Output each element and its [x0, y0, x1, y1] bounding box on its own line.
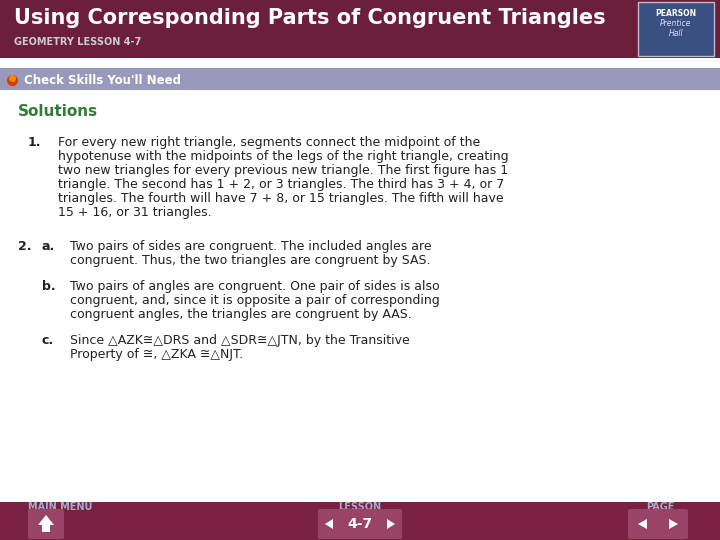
- Text: 1.: 1.: [28, 136, 42, 149]
- Text: Property of ≅, △ZKA ≅△NJT.: Property of ≅, △ZKA ≅△NJT.: [70, 348, 243, 361]
- Text: 15 + 16, or 31 triangles.: 15 + 16, or 31 triangles.: [58, 206, 212, 219]
- Polygon shape: [669, 519, 678, 529]
- Text: a.: a.: [42, 240, 55, 253]
- FancyBboxPatch shape: [0, 0, 720, 58]
- Polygon shape: [38, 515, 54, 532]
- FancyBboxPatch shape: [638, 2, 714, 56]
- Text: triangles. The fourth will have 7 + 8, or 15 triangles. The fifth will have: triangles. The fourth will have 7 + 8, o…: [58, 192, 503, 205]
- Text: Prentice: Prentice: [660, 19, 692, 29]
- FancyBboxPatch shape: [318, 509, 402, 539]
- Text: GEOMETRY LESSON 4-7: GEOMETRY LESSON 4-7: [14, 37, 141, 47]
- Text: congruent. Thus, the two triangles are congruent by SAS.: congruent. Thus, the two triangles are c…: [70, 254, 431, 267]
- Text: 4-7: 4-7: [348, 517, 372, 531]
- Text: Two pairs of sides are congruent. The included angles are: Two pairs of sides are congruent. The in…: [70, 240, 431, 253]
- Text: congruent angles, the triangles are congruent by AAS.: congruent angles, the triangles are cong…: [70, 308, 412, 321]
- Text: Using Corresponding Parts of Congruent Triangles: Using Corresponding Parts of Congruent T…: [14, 8, 606, 28]
- Text: LESSON: LESSON: [338, 502, 382, 512]
- FancyBboxPatch shape: [0, 502, 720, 540]
- FancyBboxPatch shape: [0, 68, 720, 90]
- Polygon shape: [387, 519, 395, 529]
- Text: hypotenuse with the midpoints of the legs of the right triangle, creating: hypotenuse with the midpoints of the leg…: [58, 150, 508, 163]
- Text: Check Skills You'll Need: Check Skills You'll Need: [24, 73, 181, 86]
- Text: Two pairs of angles are congruent. One pair of sides is also: Two pairs of angles are congruent. One p…: [70, 280, 440, 293]
- Polygon shape: [325, 519, 333, 529]
- Text: Hall: Hall: [669, 30, 683, 38]
- Text: For every new right triangle, segments connect the midpoint of the: For every new right triangle, segments c…: [58, 136, 480, 149]
- FancyBboxPatch shape: [28, 509, 64, 539]
- Text: triangle. The second has 1 + 2, or 3 triangles. The third has 3 + 4, or 7: triangle. The second has 1 + 2, or 3 tri…: [58, 178, 504, 191]
- Text: 2.: 2.: [18, 240, 32, 253]
- Text: congruent, and, since it is opposite a pair of corresponding: congruent, and, since it is opposite a p…: [70, 294, 440, 307]
- Polygon shape: [638, 519, 647, 529]
- Text: two new triangles for every previous new triangle. The first figure has 1: two new triangles for every previous new…: [58, 164, 508, 177]
- Text: Solutions: Solutions: [18, 104, 98, 119]
- Text: MAIN MENU: MAIN MENU: [28, 502, 92, 512]
- Text: b.: b.: [42, 280, 55, 293]
- FancyBboxPatch shape: [628, 509, 688, 539]
- Text: PAGE: PAGE: [646, 502, 674, 512]
- Text: Since △AZK≅△DRS and △SDR≅△JTN, by the Transitive: Since △AZK≅△DRS and △SDR≅△JTN, by the Tr…: [70, 334, 410, 347]
- Text: PEARSON: PEARSON: [655, 9, 696, 17]
- Text: c.: c.: [42, 334, 54, 347]
